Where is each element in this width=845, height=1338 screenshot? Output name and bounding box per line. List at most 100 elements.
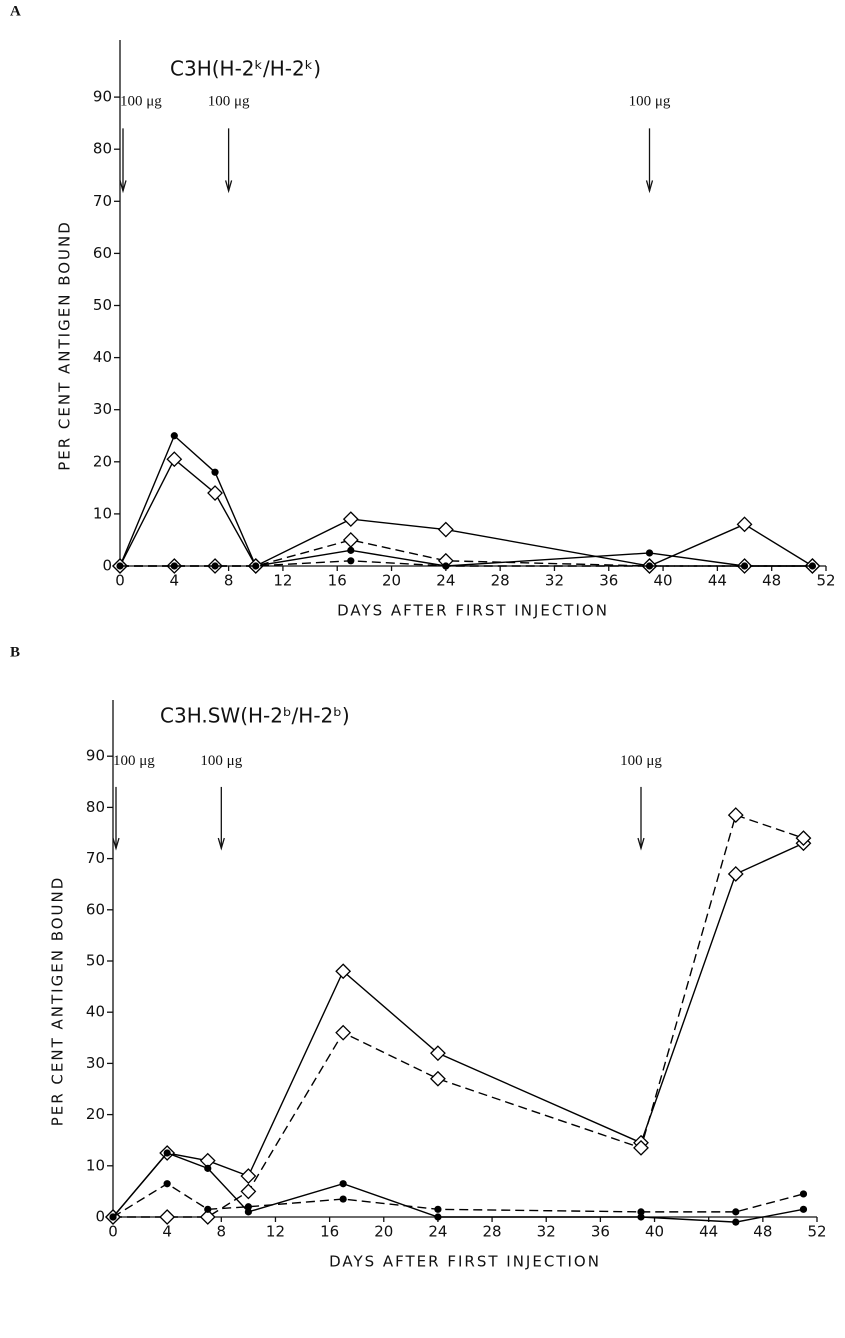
- dot-marker: [732, 1218, 740, 1226]
- x-tick-label: 0: [108, 1223, 118, 1241]
- diamond-marker: [633, 1139, 649, 1156]
- x-axis-label: DAYS AFTER FIRST INJECTION: [337, 602, 609, 620]
- dot-marker: [211, 468, 219, 476]
- arrowhead: [645, 180, 654, 194]
- dot-marker: [347, 546, 355, 554]
- x-tick-label: 24: [428, 1223, 447, 1241]
- dot-marker: [163, 1180, 171, 1188]
- diamond-marker: [342, 532, 359, 548]
- dot-marker: [252, 562, 260, 570]
- y-tick-label: 80: [93, 140, 112, 158]
- x-tick-label: 28: [491, 572, 510, 590]
- diamond-marker: [736, 516, 753, 533]
- y-tick-label: 90: [86, 747, 105, 765]
- x-tick-label: 16: [320, 1223, 339, 1241]
- diamond-marker: [166, 451, 183, 468]
- x-tick-label: 44: [699, 1223, 718, 1241]
- diamond-marker: [207, 485, 223, 501]
- series-line: [113, 814, 804, 1218]
- chart-title: C3H.SW(H-2ᵇ/H-2ᵇ): [160, 704, 350, 728]
- dot-marker: [244, 1203, 252, 1211]
- arrowhead: [217, 837, 225, 851]
- y-axis-label: PER CENT ANTIGEN BOUND: [49, 876, 67, 1127]
- dot-marker: [244, 1208, 252, 1216]
- y-tick-label: 20: [86, 1105, 105, 1123]
- chart-title: C3H(H-2ᵏ/H-2ᵏ): [170, 57, 321, 81]
- dose-label: 100 μg: [200, 753, 242, 769]
- dot-marker: [347, 557, 355, 565]
- x-tick-label: 40: [654, 572, 673, 590]
- dot-marker: [170, 432, 178, 440]
- dose-label: 100 μg: [629, 94, 671, 110]
- x-tick-label: 40: [645, 1223, 664, 1241]
- x-tick-label: 12: [273, 572, 292, 590]
- dot-marker: [645, 562, 654, 570]
- x-tick-label: 32: [537, 1223, 556, 1241]
- x-tick-label: 20: [374, 1223, 393, 1241]
- y-tick-label: 0: [95, 1208, 105, 1226]
- y-tick-label: 80: [86, 798, 105, 816]
- dot-marker: [434, 1213, 442, 1221]
- x-tick-label: 8: [217, 1223, 227, 1241]
- x-tick-label: 28: [483, 1223, 502, 1241]
- y-tick-label: 30: [93, 400, 112, 418]
- arrowhead: [224, 180, 233, 194]
- x-tick-label: 36: [591, 1223, 610, 1241]
- series-line: [112, 1182, 804, 1218]
- dot-marker: [109, 1213, 117, 1221]
- y-axis-label: PER CENT ANTIGEN BOUND: [56, 220, 74, 471]
- x-tick-label: 32: [545, 572, 564, 590]
- x-tick-label: 48: [753, 1223, 772, 1241]
- dot-marker: [170, 562, 178, 570]
- dot-marker: [211, 562, 219, 570]
- x-tick-label: 0: [115, 572, 125, 590]
- x-tick-label: 44: [708, 572, 727, 590]
- series-line: [120, 539, 813, 567]
- dot-marker: [799, 1205, 808, 1213]
- dot-marker: [204, 1164, 212, 1172]
- diamond-marker: [437, 521, 454, 538]
- diamond-marker: [335, 1024, 352, 1041]
- series-line: [119, 458, 813, 567]
- y-tick-label: 10: [86, 1156, 105, 1174]
- x-axis-label: DAYS AFTER FIRST INJECTION: [329, 1253, 601, 1271]
- x-tick-label: 52: [816, 572, 835, 590]
- dot-marker: [808, 562, 817, 570]
- dot-marker: [116, 562, 124, 570]
- dot-marker: [637, 1213, 645, 1221]
- y-tick-label: 40: [93, 348, 112, 366]
- dose-label: 100 μg: [113, 753, 155, 769]
- dot-marker: [799, 1190, 808, 1198]
- diamond-marker: [240, 1183, 257, 1200]
- dot-marker: [645, 549, 654, 557]
- dose-label: 100 μg: [208, 94, 250, 110]
- diamond-marker: [240, 1168, 257, 1184]
- y-tick-label: 30: [86, 1054, 105, 1072]
- diamond-marker: [430, 1070, 446, 1087]
- x-tick-label: 8: [224, 572, 234, 590]
- arrowhead: [637, 837, 645, 851]
- diamond-marker: [795, 830, 812, 847]
- arrowhead: [119, 180, 127, 194]
- dot-marker: [442, 562, 450, 570]
- diamond-marker: [727, 807, 744, 823]
- y-tick-label: 0: [102, 557, 112, 575]
- y-tick-label: 70: [86, 849, 105, 867]
- diamond-marker: [430, 1045, 446, 1062]
- y-tick-label: 90: [93, 88, 112, 106]
- panel-label: A: [10, 3, 21, 19]
- series-line: [112, 842, 804, 1218]
- dot-marker: [732, 1208, 740, 1216]
- x-tick-label: 12: [266, 1223, 285, 1241]
- x-tick-label: 4: [162, 1223, 172, 1241]
- y-tick-label: 60: [86, 900, 105, 918]
- series-line: [119, 434, 813, 567]
- y-tick-label: 70: [93, 192, 112, 210]
- dot-marker: [740, 562, 749, 570]
- y-tick-label: 20: [93, 452, 112, 470]
- x-tick-label: 4: [170, 572, 180, 590]
- dose-label: 100 μg: [120, 94, 162, 110]
- panel-label: B: [10, 644, 20, 660]
- x-tick-label: 52: [807, 1223, 826, 1241]
